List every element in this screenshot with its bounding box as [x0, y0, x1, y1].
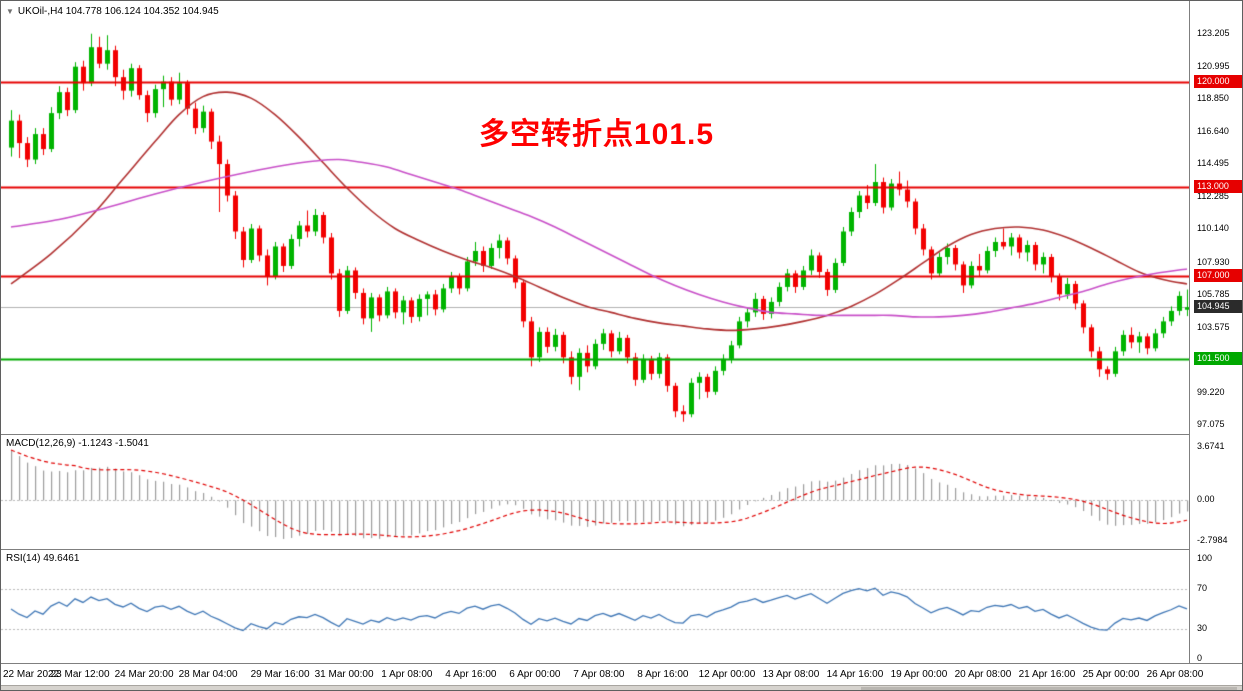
- time-axis-label: 1 Apr 08:00: [381, 669, 433, 680]
- time-axis-label: 6 Apr 00:00: [509, 669, 561, 680]
- pane-separator[interactable]: [1, 549, 1242, 550]
- price-level-badge: 101.500: [1194, 351, 1242, 365]
- annotation-text: 多空转折点101.5: [479, 118, 715, 151]
- scrollbar-thumb[interactable]: [861, 687, 1237, 690]
- pane-separator[interactable]: [1, 434, 1242, 435]
- macd-tick-label: -2.7984: [1197, 535, 1228, 546]
- macd-tick-label: 3.6741: [1197, 441, 1225, 452]
- price-tick-label: 112.285: [1197, 191, 1229, 202]
- time-axis-label: 8 Apr 16:00: [637, 669, 689, 680]
- rsi-tick-label: 100: [1197, 553, 1213, 563]
- time-axis-label: 20 Apr 08:00: [954, 669, 1012, 680]
- time-axis-label: 25 Apr 00:00: [1082, 669, 1140, 680]
- price-tick-label: 103.575: [1197, 321, 1230, 332]
- macd-tick-label: 0.00: [1197, 494, 1215, 505]
- price-axis: 123.205 120.995 118.850 116.640 114.495 112.2…: [1190, 1, 1242, 663]
- price-level-badge: 107.000: [1194, 269, 1242, 283]
- time-axis-label: 26 Apr 08:00: [1146, 669, 1204, 680]
- price-tick-label: 116.640: [1197, 126, 1229, 136]
- time-axis-label: 23 Mar 12:00: [50, 669, 110, 680]
- rsi-indicator-title: RSI(14) 49.6461: [6, 553, 80, 564]
- time-axis-label: 12 Apr 00:00: [698, 669, 756, 680]
- price-tick-label: 97.075: [1197, 419, 1225, 430]
- time-axis-label: 22 Mar 2022: [3, 669, 60, 680]
- symbol-ohlc-text: UKOil-,H4 104.778 106.124 104.352 104.94…: [17, 6, 219, 17]
- price-tick-label: 120.995: [1197, 60, 1230, 71]
- price-tick-label: 110.140: [1197, 223, 1229, 234]
- price-tick-label: 114.495: [1197, 158, 1229, 169]
- current-price-badge: 104.945: [1194, 300, 1242, 314]
- macd-indicator-title: MACD(12,26,9) -1.1243 -1.5041: [6, 438, 149, 449]
- time-axis-label: 7 Apr 08:00: [573, 669, 625, 680]
- time-axis-label: 29 Mar 16:00: [250, 669, 310, 680]
- price-tick-label: 105.785: [1197, 288, 1230, 299]
- price-tick-label: 107.930: [1197, 256, 1230, 267]
- time-axis-label: 21 Apr 16:00: [1018, 669, 1076, 680]
- chart-canvas[interactable]: [1, 1, 1189, 663]
- horizontal-scrollbar[interactable]: [1, 685, 1242, 690]
- time-axis-label: 13 Apr 08:00: [762, 669, 820, 680]
- time-axis: 22 Mar 2022 23 Mar 12:00 24 Mar 20:00 28 Ma…: [1, 664, 1203, 685]
- time-axis-label: 28 Mar 04:00: [178, 669, 238, 680]
- price-level-badge: 120.000: [1194, 74, 1242, 88]
- time-axis-label: 31 Mar 00:00: [314, 669, 374, 680]
- price-level-badge: 113.000: [1194, 179, 1242, 193]
- rsi-tick-label: 0: [1197, 653, 1203, 663]
- rsi-tick-label: 30: [1197, 623, 1208, 633]
- price-axis-divider: [1189, 1, 1190, 663]
- chart-symbol-title: ▼ UKOil-,H4 104.778 106.124 104.352 104.9…: [6, 6, 219, 17]
- time-axis-label: 19 Apr 00:00: [890, 669, 948, 680]
- time-axis-label: 24 Mar 20:00: [114, 669, 174, 680]
- time-axis-label: 4 Apr 16:00: [445, 669, 497, 680]
- time-axis-label: 14 Apr 16:00: [826, 669, 884, 680]
- price-tick-label: 118.850: [1197, 92, 1229, 103]
- rsi-tick-label: 70: [1197, 583, 1208, 593]
- price-tick-label: 99.220: [1197, 386, 1225, 397]
- collapse-indicator-icon[interactable]: ▼: [6, 7, 14, 16]
- pane-separator: [1, 663, 1242, 664]
- price-tick-label: 123.205: [1197, 27, 1230, 38]
